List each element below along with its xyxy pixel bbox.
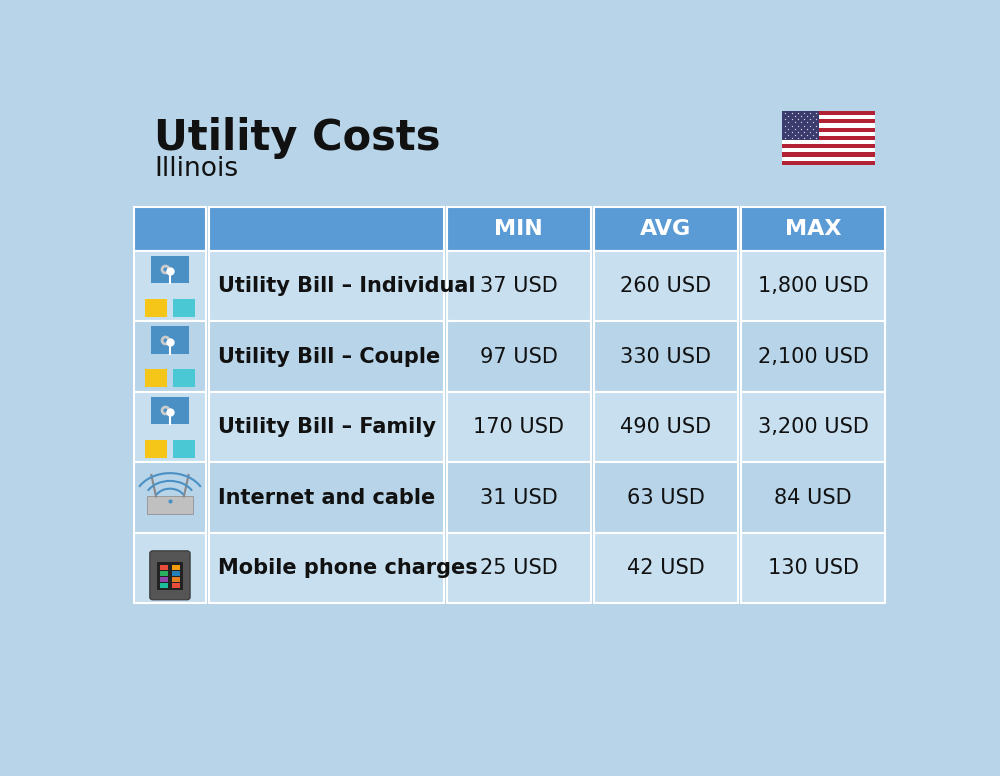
Text: MIN: MIN — [494, 219, 543, 239]
Bar — [157, 562, 183, 591]
Text: 130 USD: 130 USD — [768, 558, 859, 578]
Bar — [160, 583, 168, 588]
Text: 1,800 USD: 1,800 USD — [758, 276, 869, 296]
Bar — [145, 440, 167, 458]
Text: Utility Bill – Couple: Utility Bill – Couple — [218, 347, 440, 366]
Bar — [741, 392, 885, 462]
Bar — [172, 571, 180, 576]
Text: Utility Costs: Utility Costs — [154, 117, 441, 159]
Bar — [594, 206, 738, 251]
Bar — [782, 111, 875, 165]
Bar — [782, 144, 875, 148]
Bar — [160, 571, 168, 576]
Text: Mobile phone charges: Mobile phone charges — [218, 558, 478, 578]
Bar — [447, 251, 591, 321]
Bar — [134, 392, 206, 462]
Bar — [782, 120, 875, 123]
Text: 25 USD: 25 USD — [480, 558, 558, 578]
Bar — [782, 111, 819, 140]
Bar — [782, 132, 875, 136]
Bar — [594, 392, 738, 462]
Text: MAX: MAX — [785, 219, 841, 239]
Bar — [741, 533, 885, 604]
Bar — [782, 140, 875, 144]
Bar — [147, 497, 193, 514]
Bar — [209, 321, 444, 392]
Bar — [145, 369, 167, 387]
Bar — [134, 462, 206, 533]
Text: Utility Bill – Individual: Utility Bill – Individual — [218, 276, 476, 296]
Bar — [173, 369, 195, 387]
Bar — [209, 206, 444, 251]
Bar — [782, 111, 875, 115]
Bar — [782, 123, 875, 127]
Text: 170 USD: 170 USD — [473, 417, 564, 437]
Bar — [160, 577, 168, 582]
Bar — [145, 299, 167, 317]
Bar — [151, 326, 189, 354]
Text: 42 USD: 42 USD — [627, 558, 705, 578]
Bar — [134, 251, 206, 321]
Bar — [782, 161, 875, 165]
Bar — [741, 462, 885, 533]
Bar — [447, 206, 591, 251]
Bar — [447, 533, 591, 604]
Bar — [151, 255, 189, 283]
Bar — [594, 533, 738, 604]
Text: Internet and cable: Internet and cable — [218, 487, 435, 508]
Bar — [741, 251, 885, 321]
Text: 31 USD: 31 USD — [480, 487, 558, 508]
Bar — [782, 127, 875, 132]
Bar — [160, 565, 168, 570]
Bar — [134, 206, 206, 251]
Bar — [447, 392, 591, 462]
Text: 63 USD: 63 USD — [627, 487, 705, 508]
Bar — [209, 462, 444, 533]
Bar — [447, 462, 591, 533]
Bar — [134, 321, 206, 392]
Bar — [173, 299, 195, 317]
Bar — [594, 321, 738, 392]
Bar — [172, 583, 180, 588]
Bar — [209, 251, 444, 321]
Bar — [782, 157, 875, 161]
Bar — [209, 392, 444, 462]
Text: 37 USD: 37 USD — [480, 276, 558, 296]
Bar — [741, 206, 885, 251]
Bar — [594, 251, 738, 321]
Bar — [134, 533, 206, 604]
Text: 84 USD: 84 USD — [774, 487, 852, 508]
Bar — [782, 115, 875, 120]
Text: 490 USD: 490 USD — [620, 417, 712, 437]
Bar — [172, 577, 180, 582]
FancyBboxPatch shape — [150, 551, 190, 600]
Text: AVG: AVG — [640, 219, 692, 239]
Text: 3,200 USD: 3,200 USD — [758, 417, 869, 437]
Bar — [447, 321, 591, 392]
Text: 330 USD: 330 USD — [620, 347, 711, 366]
Bar — [782, 148, 875, 152]
Bar — [173, 440, 195, 458]
Text: 97 USD: 97 USD — [480, 347, 558, 366]
Bar — [151, 397, 189, 424]
Bar — [741, 321, 885, 392]
Text: 2,100 USD: 2,100 USD — [758, 347, 869, 366]
Text: Utility Bill – Family: Utility Bill – Family — [218, 417, 436, 437]
Text: 260 USD: 260 USD — [620, 276, 712, 296]
Bar — [782, 152, 875, 157]
Bar — [209, 533, 444, 604]
Bar — [782, 136, 875, 140]
Bar — [594, 462, 738, 533]
Bar — [172, 565, 180, 570]
Text: Illinois: Illinois — [154, 156, 239, 182]
